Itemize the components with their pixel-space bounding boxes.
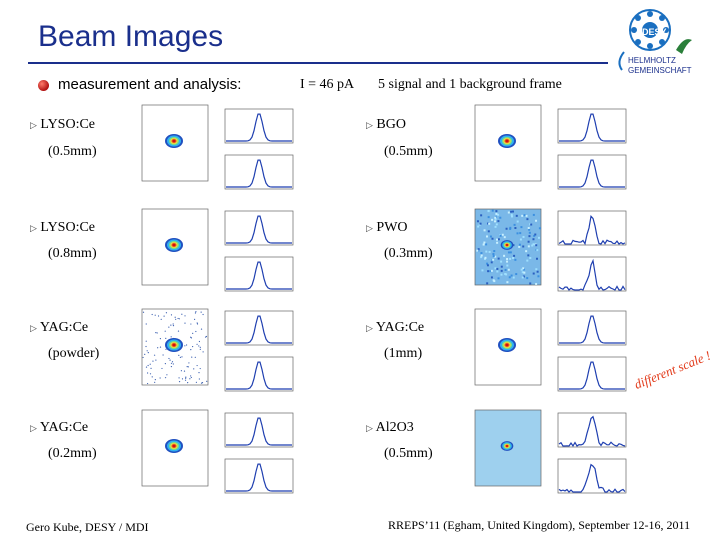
arrow-icon: ▷ [366, 120, 373, 130]
sample-thickness: (0.5mm) [48, 144, 97, 160]
sample-name: YAG:Ce [376, 320, 424, 335]
sample-name: LYSO:Ce [40, 220, 95, 235]
title-underline [28, 62, 608, 64]
sample-thickness: (0.5mm) [384, 446, 433, 462]
page-title: Beam Images [38, 20, 223, 54]
beam-profile-plot [548, 108, 628, 150]
sample-thickness: (1mm) [384, 346, 422, 362]
sample-thickness: (0.3mm) [384, 246, 433, 262]
beam-image-plot [463, 307, 545, 397]
beam-image-plot [130, 207, 212, 297]
beam-profile-plot [215, 210, 295, 252]
different-scale-note: different scale ! [632, 348, 713, 393]
beam-profile-plot [548, 412, 628, 454]
arrow-icon: ▷ [30, 423, 37, 433]
beam-image-plot [463, 207, 545, 297]
beam-image-plot [130, 307, 212, 397]
sample-name: BGO [376, 117, 406, 132]
sample-name: PWO [376, 220, 407, 235]
beam-profile-plot [548, 310, 628, 352]
logo-line-1: HELMHOLTZ [628, 56, 692, 66]
sample-name: Al2O3 [376, 420, 414, 435]
logo-line-2: GEMEINSCHAFT [628, 66, 692, 76]
arrow-icon: ▷ [366, 423, 373, 433]
arrow-icon: ▷ [30, 223, 37, 233]
sample-name: YAG:Ce [40, 420, 88, 435]
sample-thickness: (powder) [48, 346, 99, 362]
beam-image-plot [463, 408, 545, 498]
sample-thickness: (0.8mm) [48, 246, 97, 262]
beam-profile-plot [215, 154, 295, 196]
beam-image-plot [130, 408, 212, 498]
sample-name: YAG:Ce [40, 320, 88, 335]
beam-image-plot [130, 103, 212, 193]
beam-image-plot [463, 103, 545, 193]
current-label: I = 46 pA [300, 77, 354, 93]
beam-profile-plot [215, 108, 295, 150]
bullet-text: measurement and analysis: [58, 76, 241, 93]
frames-label: 5 signal and 1 background frame [378, 77, 562, 93]
beam-profile-plot [215, 412, 295, 454]
sample-thickness: (0.2mm) [48, 446, 97, 462]
bullet-icon [38, 80, 49, 91]
footer-conference: RREPS’11 (Egham, United Kingdom), Septem… [388, 518, 690, 533]
arrow-icon: ▷ [30, 323, 37, 333]
beam-profile-plot [548, 154, 628, 196]
beam-profile-plot [215, 256, 295, 298]
logo-word: DESY [642, 27, 667, 37]
beam-profile-plot [548, 256, 628, 298]
beam-profile-plot [548, 356, 628, 398]
arrow-icon: ▷ [30, 120, 37, 130]
arrow-icon: ▷ [366, 323, 373, 333]
beam-profile-plot [215, 310, 295, 352]
footer-author: Gero Kube, DESY / MDI [26, 520, 149, 535]
beam-profile-plot [215, 458, 295, 500]
arrow-icon: ▷ [366, 223, 373, 233]
beam-profile-plot [548, 458, 628, 500]
sample-thickness: (0.5mm) [384, 144, 433, 160]
beam-profile-plot [215, 356, 295, 398]
sample-name: LYSO:Ce [40, 117, 95, 132]
beam-profile-plot [548, 210, 628, 252]
